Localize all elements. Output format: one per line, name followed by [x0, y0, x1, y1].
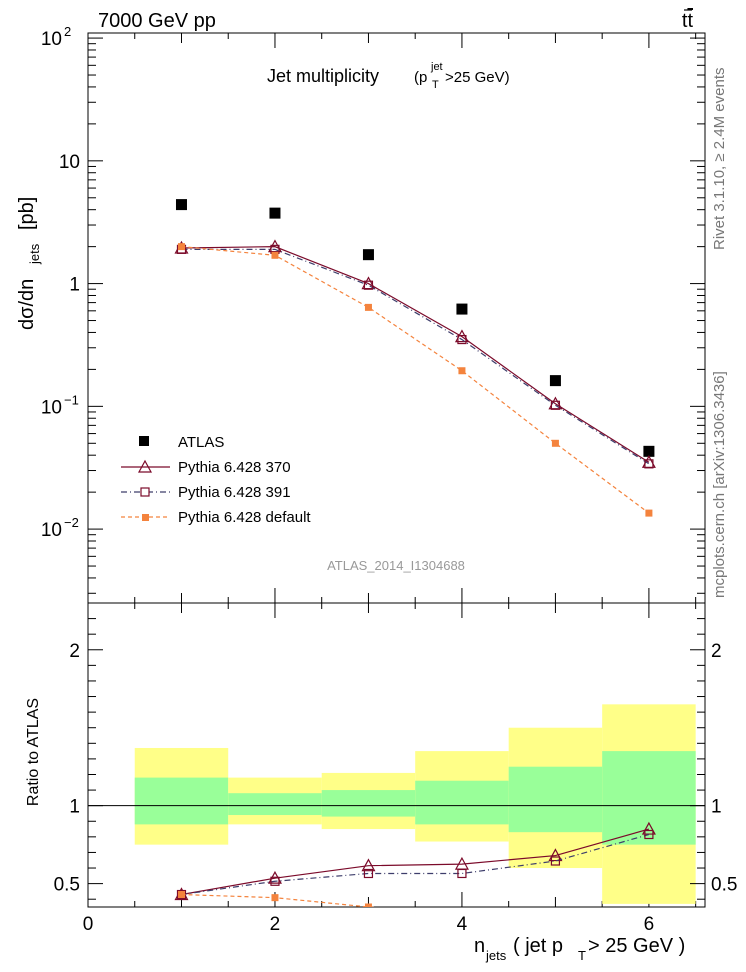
y-tick-label: 1	[69, 275, 80, 296]
ratio-y-tick-label-left: 2	[69, 641, 80, 662]
ratio-ylabel: Ratio to ATLAS	[25, 698, 42, 806]
data-point-pdefault	[645, 509, 653, 517]
y-tick-label-base: 10	[41, 29, 62, 50]
xlabel-end: > 25 GeV )	[588, 935, 685, 957]
process-tbar: t	[687, 10, 693, 32]
legend-marker-atlas	[139, 436, 149, 446]
title-cut-close: >25 GeV)	[445, 69, 510, 86]
ratio-point-pdefault	[271, 894, 279, 902]
data-point-atlas	[643, 445, 655, 457]
legend: ATLAS Pythia 6.428 370 Pythia 6.428 391 …	[121, 434, 311, 526]
data-point-p391	[457, 334, 467, 345]
xlabel-sub-T: T	[578, 948, 586, 963]
y-tick-label-base: 10	[41, 520, 62, 541]
ratio-band-inner	[228, 793, 322, 816]
y-tick-label-exp: −1	[64, 392, 79, 407]
ratio-point-p370	[361, 858, 376, 872]
y-tick-label-exp: −2	[64, 515, 79, 530]
y-tick-label: 10	[41, 29, 62, 50]
energy-label: 7000 GeV pp	[98, 10, 216, 32]
data-point-pdefault	[551, 439, 559, 447]
y-tick-label-base: 10	[41, 397, 62, 418]
data-point-atlas	[175, 199, 187, 211]
data-point-p370	[361, 276, 376, 290]
legend-label-391: Pythia 6.428 391	[178, 484, 291, 501]
xlabel-sub: jets	[485, 948, 507, 963]
legend-label-default: Pythia 6.428 default	[178, 509, 311, 526]
y-tick-label: 10	[41, 397, 62, 418]
x-tick-label: 0	[83, 914, 94, 935]
ratio-line-p391	[181, 833, 650, 896]
plot-title-cut: (p	[414, 69, 427, 86]
title-cut-open: (p	[414, 69, 427, 86]
xlabel-n: n	[474, 935, 485, 957]
ratio-y-tick-label-right: 1	[711, 797, 722, 818]
x-tick-label: 4	[457, 914, 468, 935]
ratio-y-tick-label-right: 0.5	[711, 875, 737, 896]
series-line-p391	[181, 248, 650, 465]
rivet-version-label: Rivet 3.1.10, ≥ 2.4M events	[711, 68, 728, 251]
data-point-pdefault	[458, 367, 466, 375]
xlabel-mid: ( jet p	[513, 935, 563, 957]
ratio-point-p391	[363, 868, 374, 879]
data-point-pdefault	[271, 251, 279, 259]
title-cut-sup: jet	[430, 61, 443, 73]
ylabel-unit: [pb]	[16, 197, 38, 230]
data-point-p391	[644, 459, 654, 469]
ratio-point-p391	[270, 876, 280, 886]
y-tick-label-exp: 2	[64, 24, 71, 39]
x-tick-label: 6	[644, 914, 655, 935]
ratio-y-tick-label-left: 1	[69, 797, 80, 818]
data-point-p391	[363, 280, 374, 290]
data-point-p370	[267, 239, 282, 253]
legend-label-370: Pythia 6.428 370	[178, 459, 291, 476]
ratio-y-tick-label-left: 0.5	[54, 875, 80, 896]
ratio-point-p391	[550, 856, 561, 866]
ratio-frame	[87, 602, 706, 908]
series-line-pdefault	[181, 246, 650, 514]
ylabel-base: dσ/dn	[16, 279, 38, 330]
main-ylabel: dσ/dn jets [pb]	[16, 197, 42, 330]
data-point-atlas	[269, 207, 281, 219]
ratio-band-inner	[415, 780, 509, 825]
ratio-point-p370	[641, 821, 656, 835]
ratio-band-inner	[508, 766, 603, 833]
series-line-p370	[181, 246, 650, 463]
data-point-pdefault	[177, 243, 185, 251]
data-point-atlas	[549, 375, 561, 387]
legend-marker-391	[140, 487, 150, 497]
x-axis-label: n jets ( jet p T > 25 GeV )	[474, 935, 685, 963]
x-tick-label: 2	[270, 914, 281, 935]
data-point-p391	[550, 400, 561, 410]
y-tick-label: 10	[41, 520, 62, 541]
ratio-point-pdefault	[364, 903, 372, 907]
process-t: t	[682, 10, 688, 32]
ratio-point-p391	[457, 868, 467, 879]
title-cut-sub: T	[432, 79, 439, 91]
ratio-point-p370	[548, 848, 563, 862]
data-point-pdefault	[364, 303, 372, 311]
ylabel-sub: jets	[27, 243, 42, 265]
ratio-line-pdefault	[181, 893, 378, 907]
ratio-band-inner	[321, 790, 416, 817]
ratio-y-tick-label-right: 2	[711, 641, 722, 662]
ratio-plot	[87, 603, 705, 907]
ratio-point-p391	[644, 829, 654, 840]
legend-marker-default	[142, 514, 149, 521]
mcplots-label: mcplots.cern.ch [arXiv:1306.3436]	[711, 371, 728, 598]
analysis-id: ATLAS_2014_I1304688	[327, 558, 465, 573]
data-point-atlas	[362, 249, 374, 261]
y-tick-label: 10	[59, 152, 80, 173]
ratio-point-pdefault	[177, 891, 185, 899]
legend-label-atlas: ATLAS	[178, 434, 224, 451]
legend-marker-370	[137, 459, 153, 473]
ratio-band-inner	[134, 777, 229, 825]
plot-title: Jet multiplicity	[267, 66, 379, 86]
process-label: tt	[682, 10, 694, 32]
data-point-atlas	[456, 303, 468, 315]
ratio-line-p370	[181, 828, 650, 896]
ratio-series-group	[174, 821, 656, 907]
